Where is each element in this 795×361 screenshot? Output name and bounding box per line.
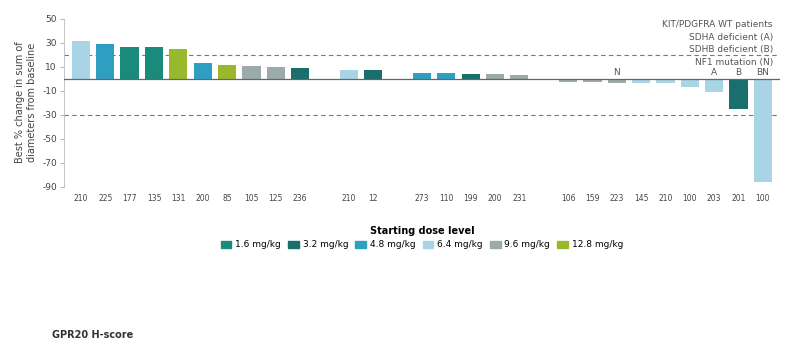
Text: B: B (735, 68, 742, 77)
Bar (413, 73, 431, 79)
Text: A: A (712, 68, 717, 77)
Bar (339, 70, 358, 79)
Bar (657, 79, 675, 83)
Bar (364, 70, 382, 79)
Bar (242, 66, 261, 79)
Bar (559, 79, 577, 82)
Y-axis label: Best % change in sum of
diameters from baseline: Best % change in sum of diameters from b… (15, 42, 37, 164)
Bar (121, 47, 139, 79)
Bar (681, 79, 699, 87)
Bar (193, 63, 211, 79)
Bar (169, 49, 188, 79)
Text: GPR20 H-score: GPR20 H-score (52, 330, 133, 340)
Bar (145, 47, 163, 79)
Bar (72, 42, 90, 79)
Bar (96, 44, 114, 79)
Bar (266, 66, 285, 79)
Legend: 1.6 mg/kg, 3.2 mg/kg, 4.8 mg/kg, 6.4 mg/kg, 9.6 mg/kg, 12.8 mg/kg: 1.6 mg/kg, 3.2 mg/kg, 4.8 mg/kg, 6.4 mg/… (217, 222, 626, 253)
Text: BN: BN (757, 68, 770, 77)
Bar (730, 79, 748, 109)
Bar (437, 73, 456, 79)
Text: N: N (614, 68, 620, 77)
Bar (291, 68, 309, 79)
Bar (607, 79, 626, 83)
Bar (486, 74, 504, 79)
Bar (462, 74, 479, 79)
Text: KIT/PDGFRA WT patients
SDHA deficient (A)
SDHB deficient (B)
NF1 mutation (N): KIT/PDGFRA WT patients SDHA deficient (A… (662, 20, 773, 67)
Bar (584, 79, 602, 82)
Bar (218, 65, 236, 79)
Bar (754, 79, 772, 182)
Bar (510, 75, 529, 79)
Bar (632, 79, 650, 83)
Bar (705, 79, 723, 92)
